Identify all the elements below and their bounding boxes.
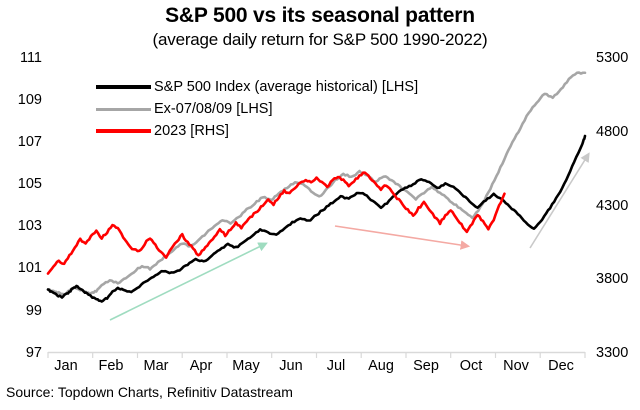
x-axis-tick-aug: Aug bbox=[368, 358, 394, 374]
seasonal-rally-arrow-spring bbox=[109, 242, 268, 321]
x-axis-tick-jan: Jan bbox=[54, 358, 78, 374]
x-axis-tick-apr: Apr bbox=[189, 358, 213, 374]
legend-label-2023: 2023 [RHS] bbox=[154, 123, 229, 139]
x-axis-tick-mar: Mar bbox=[143, 358, 169, 374]
series-line-historical bbox=[46, 134, 587, 303]
x-axis-line bbox=[47, 351, 586, 358]
x-axis-tick-dec: Dec bbox=[548, 358, 574, 374]
x-axis-tick-oct: Oct bbox=[459, 358, 483, 374]
seasonal-rally-arrow-yearend bbox=[529, 152, 590, 249]
y-axis-left-tick-97: 97 bbox=[25, 345, 42, 361]
y-axis-right-tick-4800: 4800 bbox=[596, 124, 629, 140]
seasonal-weakness-arrow-summer bbox=[334, 225, 471, 250]
y-axis-left-tick-109: 109 bbox=[17, 92, 42, 108]
legend-item-historical: S&P 500 Index (average historical) [LHS] bbox=[96, 76, 418, 98]
y-axis-right-tick-5300: 5300 bbox=[596, 50, 629, 66]
legend-swatch-gray bbox=[96, 107, 151, 111]
y-axis-right-tick-4300: 4300 bbox=[596, 198, 629, 214]
y-axis-right-tick-3800: 3800 bbox=[596, 271, 629, 287]
y-axis-left-tick-103: 103 bbox=[17, 218, 42, 234]
legend-label-historical: S&P 500 Index (average historical) [LHS] bbox=[154, 79, 419, 95]
x-axis-tick-feb: Feb bbox=[98, 358, 124, 374]
y-axis-left-tick-107: 107 bbox=[17, 134, 42, 150]
y-axis-right-tick-3300: 3300 bbox=[596, 345, 629, 361]
y-axis-left-tick-99: 99 bbox=[25, 303, 42, 319]
x-axis-tick-jun: Jun bbox=[279, 358, 303, 374]
y-axis-left-tick-111: 111 bbox=[19, 50, 42, 66]
legend-item-excrisis: Ex-07/08/09 [LHS] bbox=[96, 98, 418, 120]
legend-item-2023: 2023 [RHS] bbox=[96, 120, 418, 142]
legend-label-excrisis: Ex-07/08/09 [LHS] bbox=[154, 101, 273, 117]
legend-swatch-black bbox=[96, 85, 151, 89]
y-axis-left-tick-105: 105 bbox=[17, 176, 42, 192]
chart-legend: S&P 500 Index (average historical) [LHS]… bbox=[96, 76, 418, 142]
x-axis-tick-sep: Sep bbox=[413, 358, 439, 374]
chart-subtitle: (average daily return for S&P 500 1990-2… bbox=[152, 30, 488, 49]
series-line-excrisis bbox=[46, 71, 587, 296]
series-line-2023 bbox=[46, 171, 506, 275]
chart-title: S&P 500 vs its seasonal pattern bbox=[165, 4, 475, 27]
legend-swatch-red bbox=[96, 129, 151, 133]
source-note: Source: Topdown Charts, Refinitiv Datast… bbox=[6, 384, 293, 400]
x-axis-tick-nov: Nov bbox=[503, 358, 529, 374]
x-axis-tick-may: May bbox=[232, 358, 260, 374]
x-axis-tick-jul: Jul bbox=[326, 358, 346, 374]
y-axis-left-tick-101: 101 bbox=[17, 260, 42, 276]
